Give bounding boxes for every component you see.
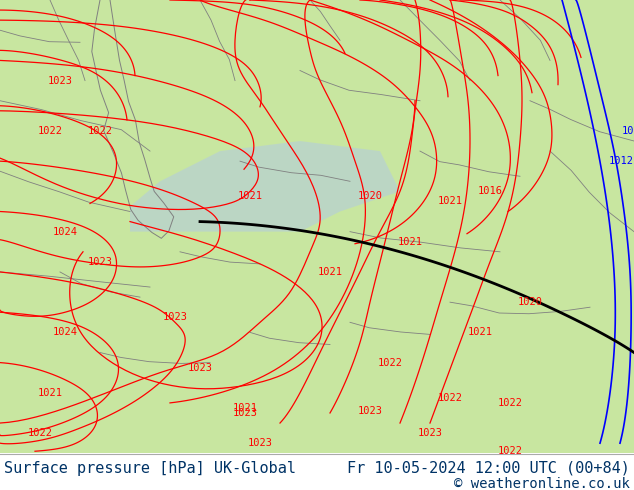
- Text: 1023: 1023: [87, 257, 112, 267]
- Text: 1023: 1023: [418, 428, 443, 438]
- Text: 1022: 1022: [27, 428, 53, 438]
- Text: 1022: 1022: [37, 126, 63, 136]
- Text: 1021: 1021: [37, 388, 63, 398]
- Text: 1021: 1021: [398, 237, 422, 247]
- Text: 1021: 1021: [233, 403, 257, 413]
- Text: 1016: 1016: [477, 186, 503, 196]
- Text: 1021: 1021: [238, 192, 262, 201]
- Text: 1023: 1023: [48, 75, 72, 86]
- Text: © weatheronline.co.uk: © weatheronline.co.uk: [454, 477, 630, 490]
- Text: 1024: 1024: [53, 227, 77, 237]
- Text: 1024: 1024: [53, 327, 77, 338]
- Text: 1021: 1021: [318, 267, 342, 277]
- Text: 1021: 1021: [467, 327, 493, 338]
- Text: Fr 10-05-2024 12:00 UTC (00+84): Fr 10-05-2024 12:00 UTC (00+84): [347, 461, 630, 476]
- Text: 1020: 1020: [358, 192, 382, 201]
- Text: 101: 101: [622, 126, 634, 136]
- Text: 1023: 1023: [358, 406, 382, 416]
- Text: 1021: 1021: [437, 196, 462, 206]
- Text: 1012: 1012: [609, 156, 634, 166]
- Text: 1023: 1023: [188, 363, 212, 372]
- Text: 1022: 1022: [498, 398, 522, 408]
- Text: 1023: 1023: [247, 438, 273, 448]
- Text: 1023: 1023: [162, 312, 188, 322]
- Polygon shape: [130, 141, 400, 232]
- Text: 1022: 1022: [377, 358, 403, 368]
- Text: Surface pressure [hPa] UK-Global: Surface pressure [hPa] UK-Global: [4, 461, 296, 476]
- Text: 1022: 1022: [87, 126, 112, 136]
- Text: 1020: 1020: [517, 297, 543, 307]
- Text: 1022: 1022: [437, 393, 462, 403]
- Text: 1023: 1023: [233, 408, 257, 418]
- Text: 1022: 1022: [498, 446, 522, 456]
